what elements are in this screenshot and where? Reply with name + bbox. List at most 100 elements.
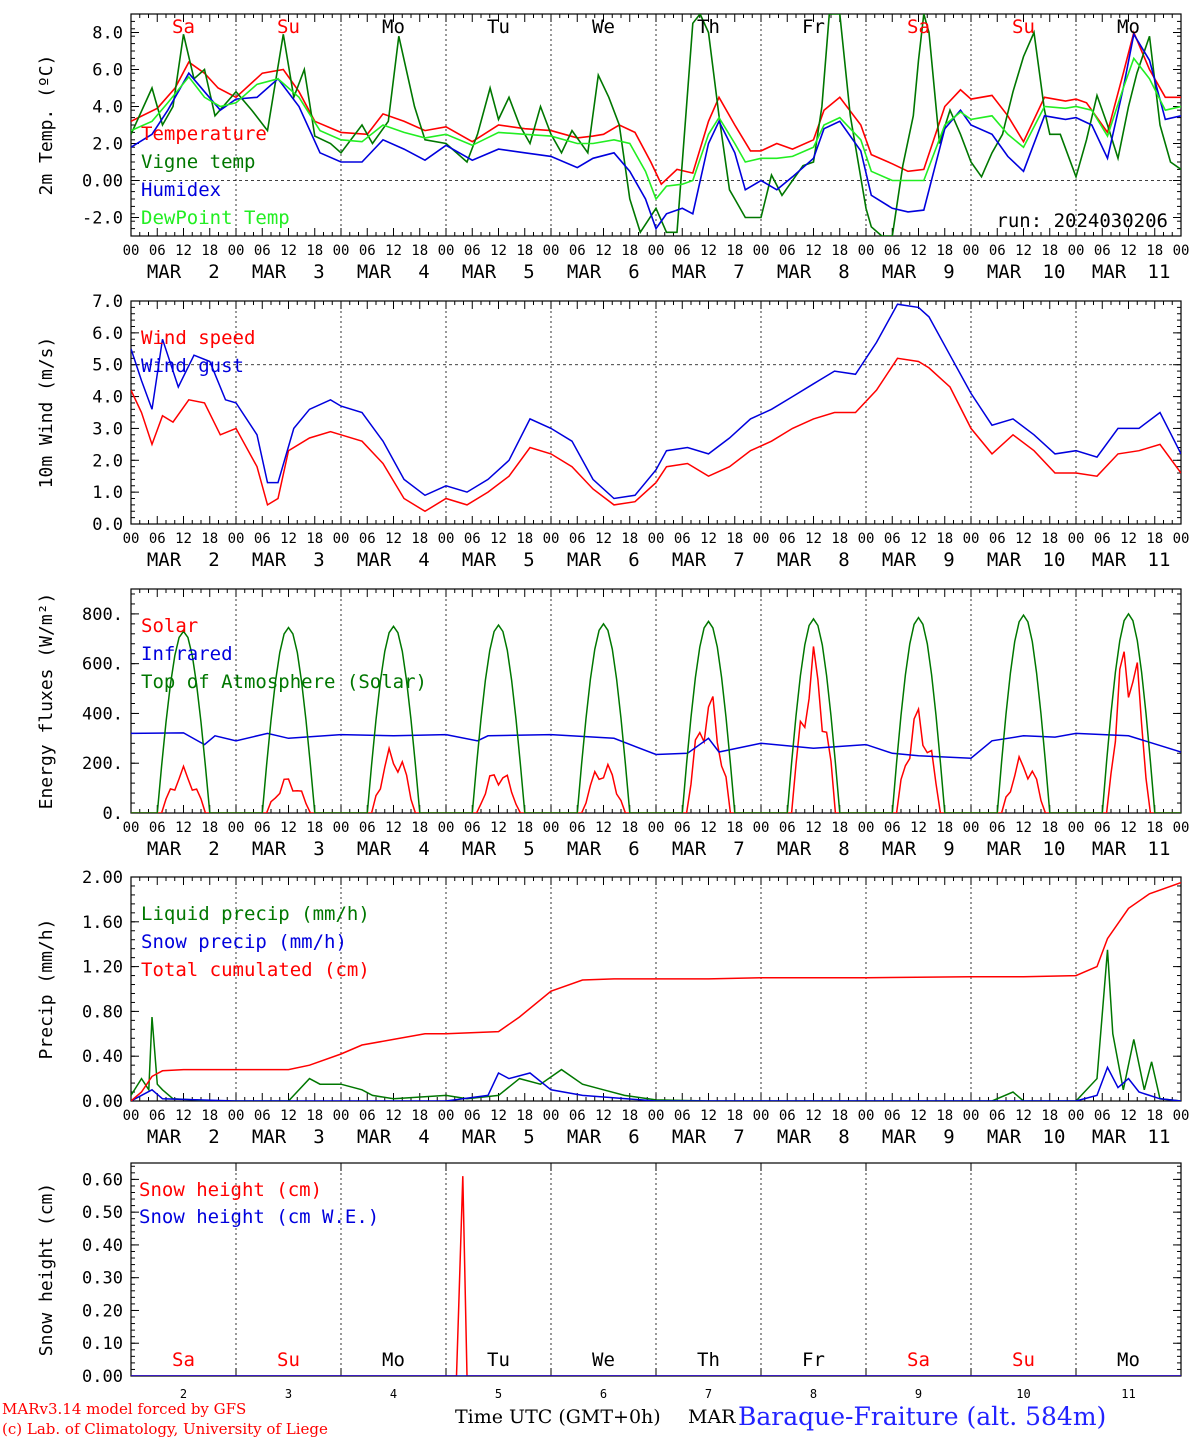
month-label: MAR — [357, 1126, 392, 1148]
month-label: MAR — [672, 261, 707, 283]
hour-tick-label: 18 — [1041, 820, 1058, 836]
day-number-label: 11 — [1148, 549, 1171, 571]
hour-tick-label: 00 — [228, 243, 245, 259]
legend-entry: Snow height (cm) — [139, 1179, 322, 1201]
month-label: MAR — [357, 261, 392, 283]
hour-tick-label: 00 — [1173, 820, 1190, 836]
day-number-label: 3 — [313, 261, 324, 283]
hour-tick-label: 12 — [490, 243, 507, 259]
y-axis-label: Snow height (cm) — [36, 1183, 57, 1356]
y-axis-label: Energy fluxes (W/m²) — [36, 593, 57, 810]
hour-tick-label: 06 — [569, 531, 586, 547]
hour-tick-label: 18 — [936, 1108, 953, 1124]
hour-tick-label: 18 — [516, 243, 533, 259]
legend-entry: Solar — [141, 615, 198, 637]
day-number-label: 9 — [943, 1126, 954, 1148]
month-label: MAR — [1092, 261, 1127, 283]
weekday-label: Th — [697, 16, 720, 38]
hour-tick-label: 12 — [700, 820, 717, 836]
y-tick-label: 800. — [82, 605, 123, 625]
y-tick-label: 0.10 — [82, 1334, 123, 1354]
day-number-label: 3 — [313, 1126, 324, 1148]
hour-tick-label: 00 — [438, 243, 455, 259]
hour-tick-label: 18 — [411, 531, 428, 547]
y-tick-label: 0.30 — [82, 1269, 123, 1289]
legend-entry: DewPoint Temp — [141, 207, 290, 229]
hour-tick-label: 00 — [858, 820, 875, 836]
legend-entry: Top of Atmosphere (Solar) — [141, 671, 427, 693]
day-number-label: 4 — [418, 838, 429, 860]
y-tick-label: 0.20 — [82, 1301, 123, 1321]
month-label: MAR — [882, 838, 917, 860]
month-label: MAR — [252, 838, 287, 860]
legend-entry: Snow height (cm W.E.) — [139, 1206, 379, 1228]
hour-tick-label: 12 — [910, 243, 927, 259]
day-number-label: 3 — [313, 549, 324, 571]
hour-tick-label: 00 — [858, 531, 875, 547]
weekday-label: Mo — [1117, 16, 1140, 38]
month-label: MAR — [147, 549, 182, 571]
hour-tick-label: 06 — [674, 1108, 691, 1124]
day-number-label: 2 — [208, 838, 219, 860]
hour-tick-label: 06 — [674, 820, 691, 836]
month-label: MAR — [882, 261, 917, 283]
series-snow-precip-mm-h- — [131, 1065, 1181, 1101]
y-tick-label: 0.80 — [82, 1002, 123, 1022]
series-solar — [131, 646, 1181, 813]
hour-tick-label: 18 — [516, 1108, 533, 1124]
hour-tick-label: 18 — [831, 820, 848, 836]
hour-tick-label: 18 — [621, 531, 638, 547]
hour-tick-label: 12 — [175, 243, 192, 259]
day-number-label: 5 — [523, 838, 534, 860]
month-label: MAR — [462, 261, 497, 283]
y-tick-label: 600. — [82, 655, 123, 675]
month-label: MAR — [987, 838, 1022, 860]
hour-tick-label: 18 — [306, 531, 323, 547]
hour-tick-label: 12 — [1015, 1108, 1032, 1124]
y-tick-label: 2.00 — [82, 868, 123, 888]
day-number-label: 7 — [733, 1126, 744, 1148]
hour-tick-label: 06 — [149, 243, 166, 259]
hour-tick-label: 12 — [910, 820, 927, 836]
hour-tick-label: 12 — [1015, 531, 1032, 547]
month-label: MAR — [567, 1126, 602, 1148]
hour-tick-label: 06 — [674, 531, 691, 547]
month-label: MAR — [462, 549, 497, 571]
month-label: MAR — [147, 261, 182, 283]
hour-tick-label: 00 — [648, 243, 665, 259]
hour-tick-label: 06 — [569, 1108, 586, 1124]
time-axis-month: MAR — [688, 1406, 736, 1428]
day-number-label: 7 — [733, 549, 744, 571]
hour-tick-label: 18 — [1146, 820, 1163, 836]
station-label: Baraque-Fraiture (alt. 584m) — [738, 1402, 1107, 1431]
y-tick-label: 4.0 — [92, 98, 123, 118]
hour-tick-label: 12 — [1120, 531, 1137, 547]
hour-tick-label: 12 — [700, 243, 717, 259]
hour-tick-label: 00 — [123, 531, 140, 547]
hour-tick-label: 00 — [753, 820, 770, 836]
legend-entry: Humidex — [141, 179, 221, 201]
hour-tick-label: 12 — [175, 1108, 192, 1124]
hour-tick-label: 18 — [936, 243, 953, 259]
day-number-label: 4 — [390, 1387, 397, 1401]
day-number-label: 2 — [208, 1126, 219, 1148]
y-axis-label: 2m Temp. (ºC) — [36, 55, 57, 196]
hour-tick-label: 00 — [333, 531, 350, 547]
hour-tick-label: 00 — [963, 531, 980, 547]
month-label: MAR — [987, 261, 1022, 283]
weekday-label: Tu — [487, 1349, 510, 1371]
hour-tick-label: 00 — [333, 820, 350, 836]
hour-tick-label: 00 — [438, 820, 455, 836]
hour-tick-label: 12 — [490, 1108, 507, 1124]
y-tick-label: 7.0 — [92, 292, 123, 312]
hour-tick-label: 12 — [805, 820, 822, 836]
hour-tick-label: 06 — [359, 820, 376, 836]
month-label: MAR — [1092, 549, 1127, 571]
hour-tick-label: 18 — [516, 820, 533, 836]
day-number-label: 11 — [1148, 838, 1171, 860]
hour-tick-label: 18 — [1146, 1108, 1163, 1124]
day-number-label: 11 — [1148, 1126, 1171, 1148]
day-number-label: 10 — [1043, 838, 1066, 860]
hour-tick-label: 00 — [1173, 531, 1190, 547]
series-snow-height-cm- — [131, 1176, 1181, 1376]
